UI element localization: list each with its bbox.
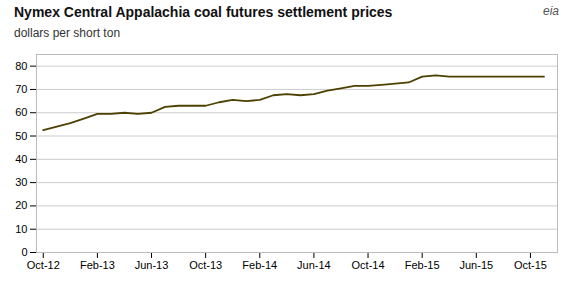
svg-text:20: 20 [15, 199, 27, 211]
html-text:eia: eia [543, 4, 559, 18]
svg-text:10: 10 [15, 223, 27, 235]
html-text:dollars per short ton: dollars per short ton [14, 26, 121, 40]
svg-text:0: 0 [21, 246, 27, 258]
svg-text:40: 40 [15, 153, 27, 165]
html-text:Nymex Central Appalachia coal: Nymex Central Appalachia coal futures se… [14, 4, 393, 20]
svg-text:Jun-14: Jun-14 [297, 259, 331, 271]
svg-text:Feb-13: Feb-13 [80, 259, 115, 271]
svg-text:Oct-13: Oct-13 [189, 259, 222, 271]
svg-text:50: 50 [15, 130, 27, 142]
svg-text:Feb-14: Feb-14 [242, 259, 277, 271]
svg-text:70: 70 [15, 83, 27, 95]
svg-text:30: 30 [15, 176, 27, 188]
svg-text:Oct-12: Oct-12 [27, 259, 60, 271]
svg-text:Feb-15: Feb-15 [405, 259, 440, 271]
svg-text:80: 80 [15, 60, 27, 72]
svg-text:Oct-14: Oct-14 [352, 259, 385, 271]
svg-text:60: 60 [15, 106, 27, 118]
svg-text:Jun-15: Jun-15 [459, 259, 493, 271]
svg-text:Oct-15: Oct-15 [514, 259, 547, 271]
svg-text:Jun-13: Jun-13 [135, 259, 169, 271]
